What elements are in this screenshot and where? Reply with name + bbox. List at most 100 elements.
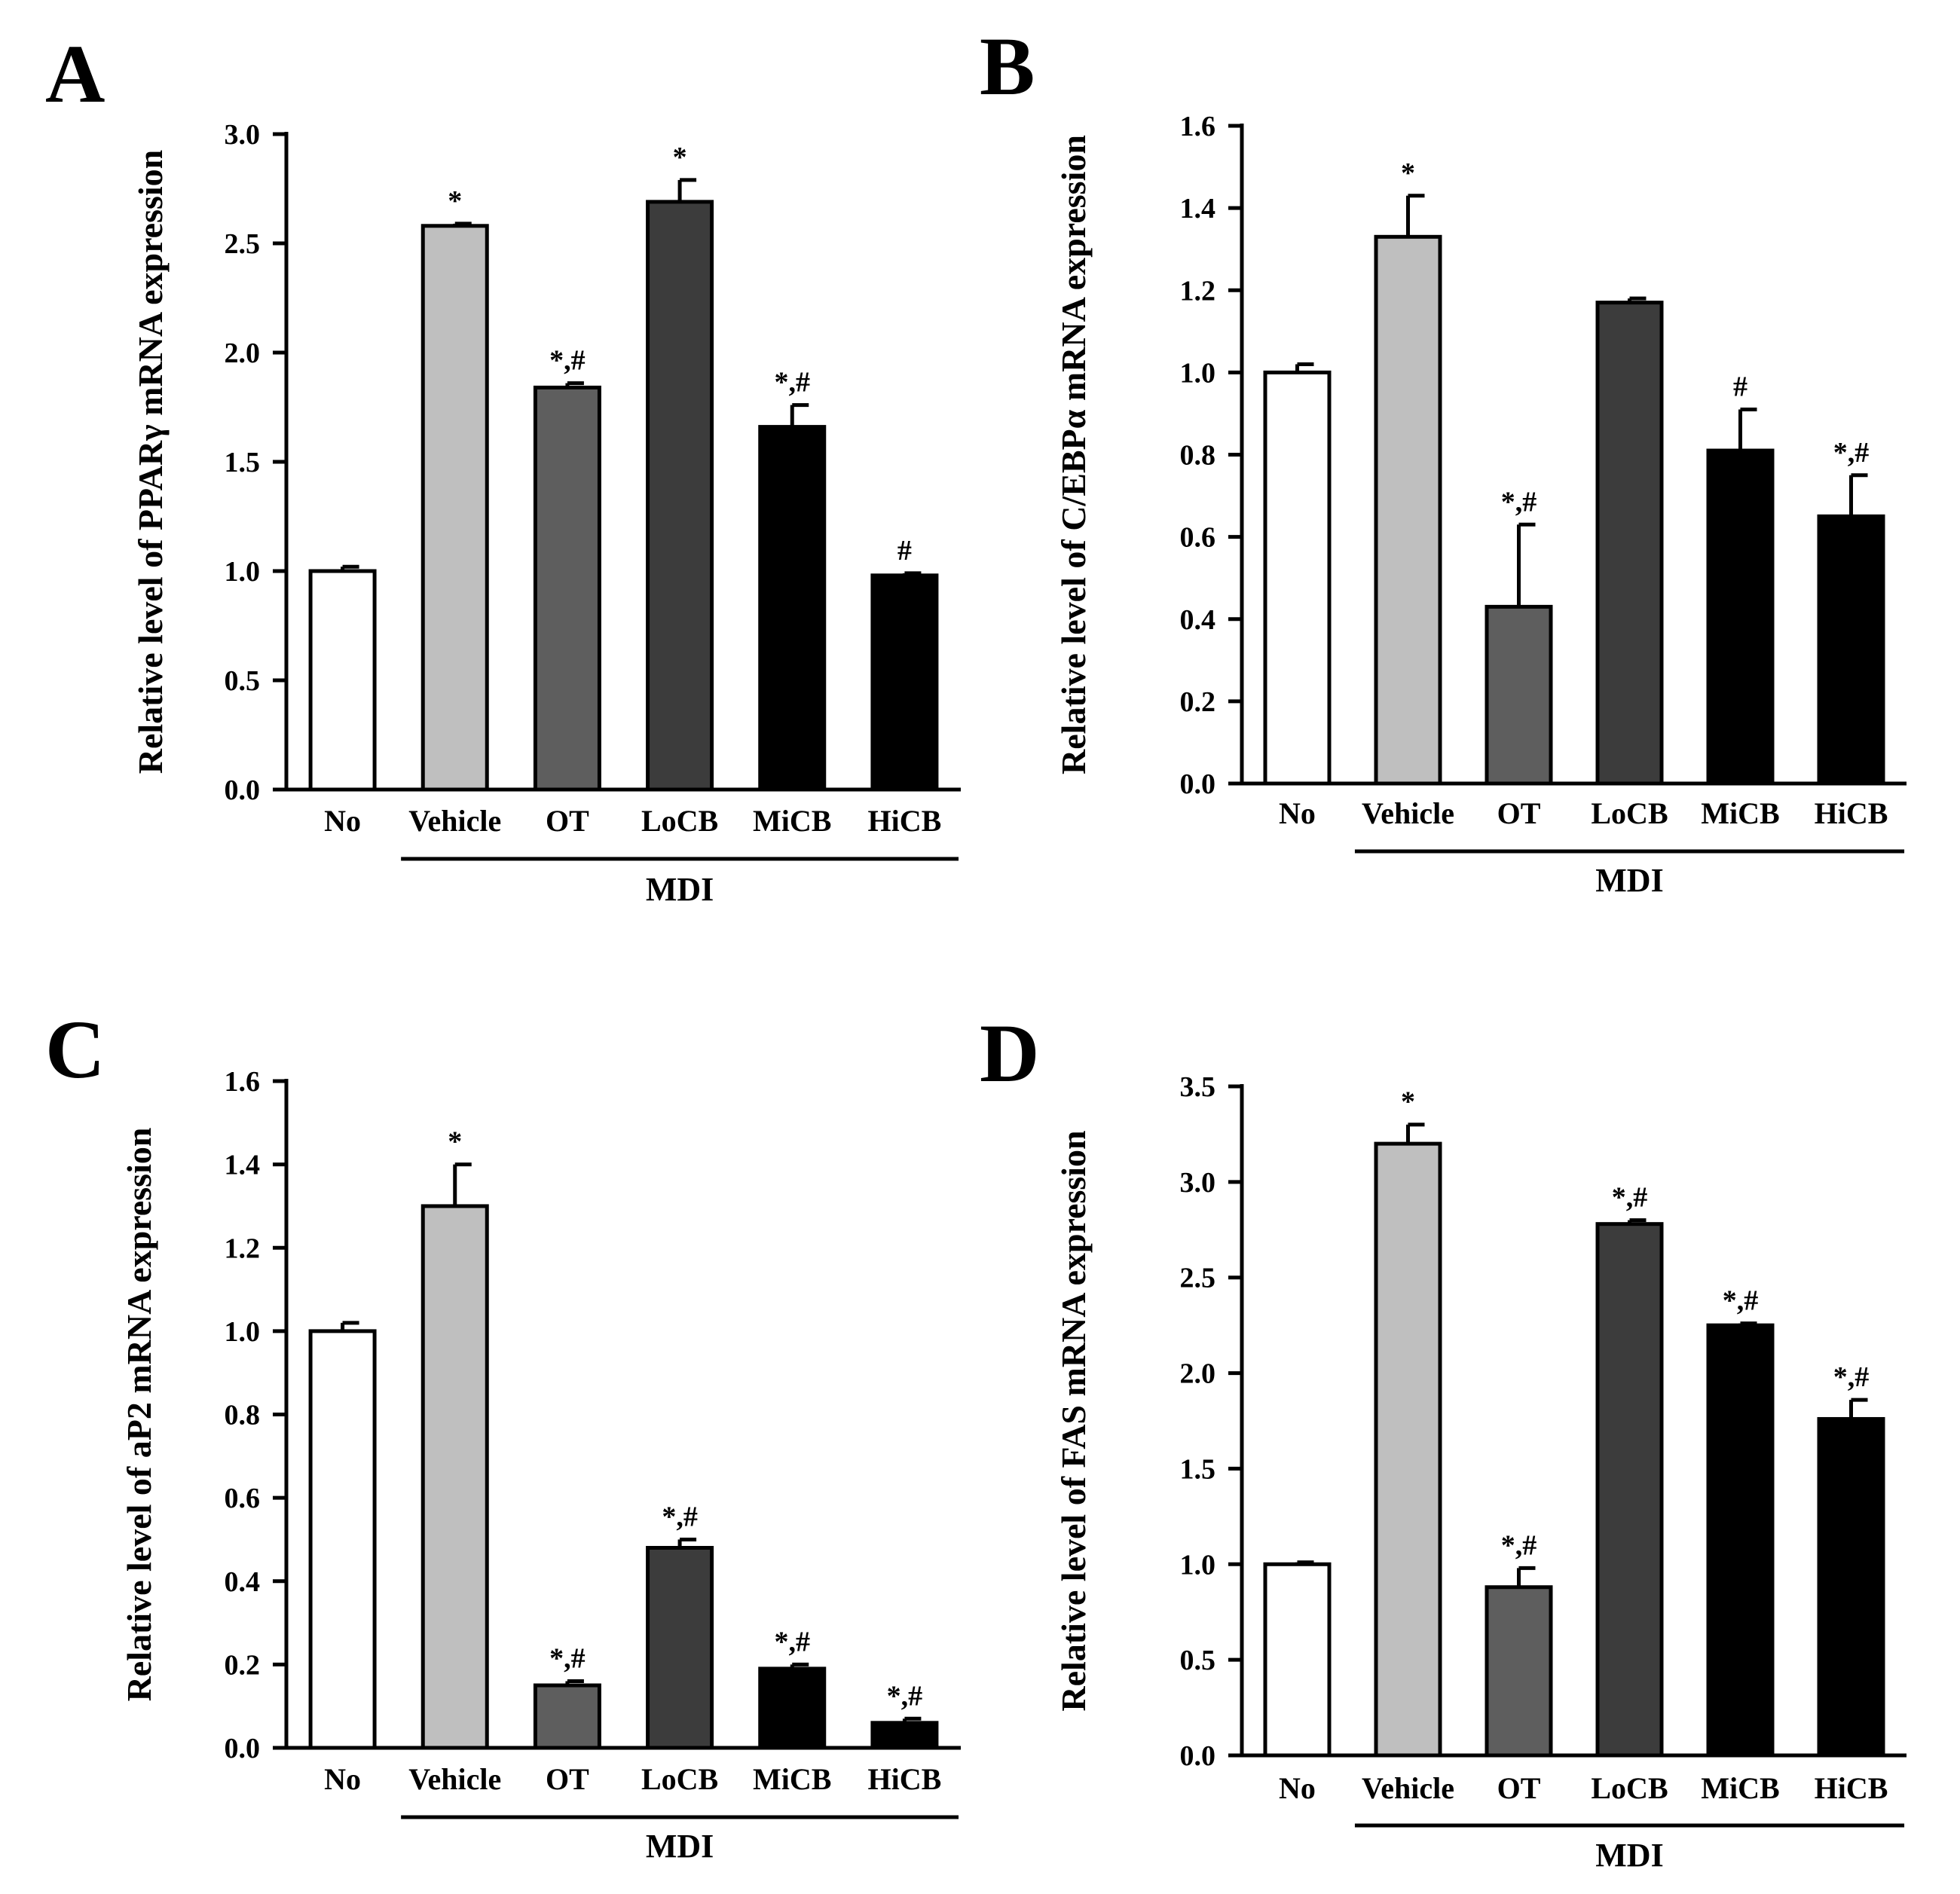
category-label-vehicle: Vehicle <box>1362 796 1454 830</box>
significance-marker-micb: # <box>1733 371 1747 402</box>
bar-vehicle <box>420 1204 489 1750</box>
significance-marker-ot: *,# <box>549 1643 586 1675</box>
category-label-ot: OT <box>546 1762 589 1796</box>
y-tick-label: 0.2 <box>225 1649 261 1681</box>
category-label-micb: MiCB <box>1701 796 1779 830</box>
y-tick-label: 2.0 <box>1180 1358 1216 1390</box>
y-tick-label: 1.5 <box>1180 1453 1216 1485</box>
significance-marker-micb: *,# <box>775 1626 811 1657</box>
significance-marker-hicb: *,# <box>887 1680 923 1712</box>
category-label-hicb: HiCB <box>868 804 942 838</box>
y-tick-label: 0.2 <box>1180 686 1216 718</box>
group-label: MDI <box>646 1828 714 1865</box>
bar-micb <box>758 425 827 792</box>
bar-ot <box>1485 604 1553 786</box>
category-label-no: No <box>1279 796 1316 830</box>
category-label-vehicle: Vehicle <box>408 804 501 838</box>
category-label-hicb: HiCB <box>1815 796 1888 830</box>
y-tick-label: 0.0 <box>225 1733 261 1764</box>
panel-letter: D <box>980 1007 1039 1099</box>
y-tick-label: 1.6 <box>225 1066 261 1098</box>
bar-ot <box>1485 1585 1553 1758</box>
significance-marker-hicb: *,# <box>1833 437 1870 469</box>
category-label-locb: LoCB <box>1591 796 1668 830</box>
significance-marker-vehicle: * <box>448 185 462 217</box>
bar-micb <box>1706 1323 1775 1758</box>
bar-micb <box>1706 448 1775 786</box>
significance-marker-ot: *,# <box>1501 486 1537 518</box>
y-tick-label: 0.0 <box>1180 1740 1216 1772</box>
y-axis-label: Relative level of FAS mRNA expression <box>1054 1130 1093 1711</box>
category-label-hicb: HiCB <box>868 1762 942 1796</box>
significance-marker-micb: *,# <box>1723 1285 1759 1317</box>
bar-hicb <box>870 1721 939 1750</box>
y-tick-label: 0.0 <box>1180 768 1216 800</box>
bar-ot <box>533 385 601 792</box>
bar-hicb <box>870 573 939 792</box>
y-axis-label: Relative level of C/EBPα mRNA expression <box>1054 135 1093 774</box>
category-label-no: No <box>324 804 361 838</box>
panel-B: B Relative level of C/EBPα mRNA expressio… <box>980 20 1906 899</box>
significance-marker-ot: *,# <box>1501 1529 1537 1561</box>
significance-marker-hicb: # <box>897 535 912 567</box>
y-tick-label: 1.0 <box>1180 357 1216 389</box>
bar-locb <box>1595 301 1664 786</box>
bar-locb <box>1595 1222 1664 1758</box>
category-label-locb: LoCB <box>1591 1771 1668 1805</box>
bar-ot <box>533 1683 601 1750</box>
category-label-ot: OT <box>1497 796 1541 830</box>
y-axis-label: Relative level of aP2 mRNA expression <box>120 1128 158 1702</box>
y-tick-label: 0.5 <box>225 665 261 697</box>
y-tick-label: 0.6 <box>225 1483 261 1514</box>
y-tick-label: 1.6 <box>1180 111 1216 142</box>
bar-no <box>308 1329 377 1750</box>
y-tick-label: 3.5 <box>1180 1071 1216 1103</box>
bar-no <box>1263 1562 1332 1758</box>
y-tick-label: 0.4 <box>1180 604 1216 636</box>
panel-D: D Relative level of FAS mRNA expression No… <box>980 1007 1906 1874</box>
category-label-no: No <box>324 1762 361 1796</box>
y-tick-label: 0.6 <box>1180 522 1216 554</box>
bar-hicb <box>1817 514 1885 786</box>
category-label-micb: MiCB <box>753 1762 831 1796</box>
significance-marker-vehicle: * <box>448 1126 462 1158</box>
significance-marker-ot: *,# <box>549 345 586 377</box>
significance-marker-vehicle: * <box>1401 1086 1415 1118</box>
y-tick-label: 1.2 <box>1180 275 1216 307</box>
category-label-micb: MiCB <box>753 804 831 838</box>
y-tick-label: 1.2 <box>225 1233 261 1264</box>
y-tick-label: 2.0 <box>225 338 261 369</box>
bar-no <box>308 569 377 792</box>
significance-marker-micb: *,# <box>775 367 811 399</box>
y-tick-label: 2.5 <box>1180 1263 1216 1294</box>
category-label-vehicle: Vehicle <box>1362 1771 1454 1805</box>
panel-C: C Relative level of aP2 mRNA expression No… <box>45 1004 961 1865</box>
panel-letter: A <box>45 28 105 120</box>
category-label-vehicle: Vehicle <box>408 1762 501 1796</box>
y-tick-label: 3.0 <box>1180 1167 1216 1199</box>
y-tick-label: 0.0 <box>225 774 261 806</box>
y-tick-label: 2.5 <box>225 228 261 260</box>
bar-vehicle <box>1374 1141 1442 1758</box>
group-label: MDI <box>646 871 714 908</box>
group-label: MDI <box>1595 862 1663 899</box>
category-label-micb: MiCB <box>1701 1771 1779 1805</box>
y-tick-label: 3.0 <box>225 119 261 151</box>
y-tick-label: 0.4 <box>225 1566 261 1598</box>
y-tick-label: 1.0 <box>225 1316 261 1348</box>
y-tick-label: 1.5 <box>225 447 261 478</box>
category-label-locb: LoCB <box>641 804 718 838</box>
bar-locb <box>646 200 714 792</box>
y-tick-label: 0.8 <box>1180 440 1216 472</box>
panel-letter: C <box>45 1004 105 1095</box>
category-label-ot: OT <box>546 804 589 838</box>
y-tick-label: 1.0 <box>225 556 261 588</box>
category-label-ot: OT <box>1497 1771 1541 1805</box>
y-tick-label: 1.4 <box>1180 193 1216 225</box>
panel-letter: B <box>980 20 1035 112</box>
category-label-locb: LoCB <box>641 1762 718 1796</box>
y-tick-label: 0.5 <box>1180 1645 1216 1676</box>
bar-micb <box>758 1666 827 1750</box>
